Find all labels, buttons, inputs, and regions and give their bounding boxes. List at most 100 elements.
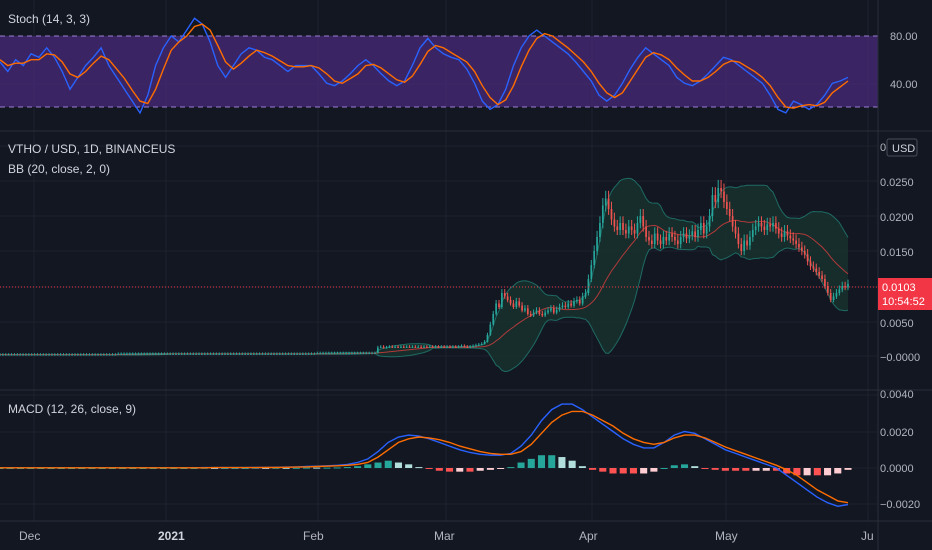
candle — [451, 345, 454, 348]
candle — [247, 352, 249, 355]
candle — [803, 245, 806, 259]
macd-hist-bar — [609, 468, 617, 474]
candle — [495, 300, 497, 316]
candle — [705, 219, 708, 239]
candle — [120, 352, 123, 355]
candle — [74, 353, 76, 356]
candle — [351, 351, 353, 355]
candle — [143, 352, 146, 355]
time-label-may: May — [715, 529, 738, 543]
candle — [379, 345, 382, 348]
macd-hist-bar — [292, 467, 300, 469]
candle — [264, 352, 267, 355]
candle — [359, 351, 362, 355]
candle — [731, 209, 734, 232]
macd-pane[interactable]: MACD (12, 26, close, 9) — [0, 402, 852, 508]
candle — [535, 307, 538, 315]
candle — [772, 216, 774, 232]
candle — [140, 352, 143, 355]
stoch-label[interactable]: Stoch (14, 3, 3) — [8, 12, 90, 26]
candle — [610, 201, 613, 225]
macd-hist-bar — [251, 467, 259, 469]
candle — [114, 353, 117, 356]
candle — [229, 352, 232, 355]
currency-box[interactable] — [886, 138, 918, 157]
candle — [102, 353, 105, 356]
price-pane[interactable]: VTHO / USD, 1D, BINANCEUS BB (20, close,… — [0, 142, 878, 373]
symbol-title[interactable]: VTHO / USD, 1D, BINANCEUS — [8, 142, 175, 156]
candle — [653, 227, 656, 249]
candle — [766, 217, 769, 236]
candle — [798, 238, 800, 252]
macd-hist-bar — [691, 466, 699, 468]
stoch-line-k — [0, 17, 849, 115]
macd-hist-bar — [241, 468, 249, 469]
candle — [671, 227, 673, 242]
macd-hist-bar — [527, 458, 535, 468]
candle — [45, 353, 48, 356]
candle — [227, 352, 229, 355]
candle — [304, 352, 307, 355]
macd-hist-bar — [374, 462, 382, 468]
candle — [818, 267, 821, 279]
stoch-pane[interactable]: Stoch (14, 3, 3) — [0, 12, 878, 115]
candle — [342, 351, 345, 355]
candle — [186, 352, 189, 355]
macd-hist-bar — [384, 460, 392, 468]
time-label-apr: Apr — [579, 529, 598, 543]
last-price-value: 0.0103 — [882, 282, 916, 294]
macd-hist-bar — [446, 468, 454, 472]
macd-hist-bar — [486, 468, 494, 470]
candle — [27, 353, 30, 356]
candle — [578, 296, 581, 306]
candle — [627, 219, 630, 239]
candle — [348, 351, 350, 355]
candle — [832, 292, 835, 303]
signal-line — [0, 410, 849, 504]
candle — [702, 216, 705, 239]
candle — [645, 219, 647, 242]
candle — [160, 352, 163, 355]
candle — [149, 352, 151, 355]
candle — [835, 289, 838, 299]
price-axis[interactable]: 80.00 40.00 0 USD 0.0250 0.0200 0.0150 0… — [878, 31, 932, 511]
macd-hist-bar — [629, 468, 637, 474]
macd-hist-bar — [711, 468, 719, 470]
candle — [518, 297, 521, 308]
time-label-jun: Ju — [861, 529, 874, 543]
candle — [512, 300, 515, 309]
candle — [2, 353, 4, 356]
candle — [751, 223, 754, 242]
macd-hist-bar — [364, 464, 372, 468]
candle — [483, 340, 486, 345]
candle — [82, 353, 85, 356]
candle — [714, 187, 717, 209]
candle — [137, 352, 140, 355]
candle — [676, 234, 679, 249]
macd-hist-bar — [599, 468, 607, 472]
candle — [708, 209, 711, 232]
macd-hist-bar — [231, 468, 239, 469]
candle — [108, 353, 111, 356]
candle — [33, 353, 36, 356]
candle — [757, 216, 760, 232]
time-axis[interactable]: Dec 2021 Feb Mar Apr May Ju — [19, 529, 874, 543]
candle — [688, 229, 691, 244]
macd-hist-bar — [466, 468, 474, 472]
macd-hist-bar — [762, 468, 770, 471]
bb-label[interactable]: BB (20, close, 2, 0) — [8, 162, 110, 176]
candle — [371, 351, 373, 355]
candle — [720, 179, 722, 199]
candle — [489, 321, 492, 336]
macd-hist-bar — [323, 467, 331, 469]
candle — [786, 225, 789, 241]
macd-label[interactable]: MACD (12, 26, close, 9) — [8, 402, 136, 416]
candle — [659, 234, 662, 249]
candle — [596, 230, 598, 256]
candle — [457, 345, 460, 348]
candle — [397, 345, 399, 348]
candle — [252, 352, 255, 355]
candle — [613, 212, 616, 232]
candle — [679, 230, 682, 249]
